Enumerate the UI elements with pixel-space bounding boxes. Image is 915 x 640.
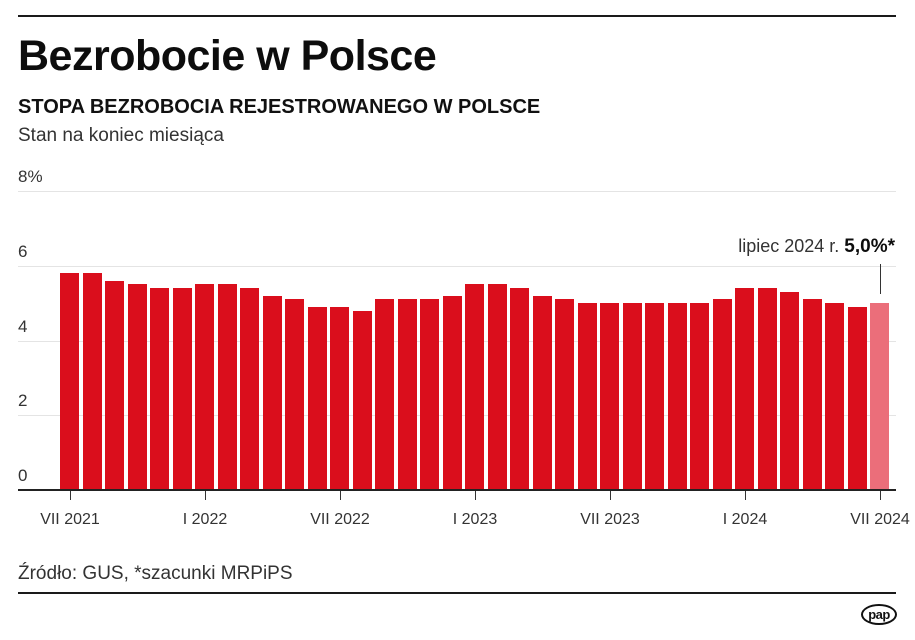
- x-tick: [70, 491, 71, 500]
- y-tick-label: 6: [18, 242, 28, 261]
- y-tick-label: 0: [18, 466, 28, 485]
- x-tick-label: VII 2024: [850, 511, 910, 528]
- annotation-value: 5,0%*: [844, 236, 895, 257]
- y-tick-label: 2: [18, 391, 28, 410]
- bar-v-2024: [825, 303, 844, 490]
- bar-vi-2022: [307, 306, 327, 490]
- y-tick-label: 4: [18, 317, 28, 336]
- bar-v-2022: [285, 299, 304, 490]
- bar-xi-2022: [420, 299, 439, 490]
- annotation-label: lipiec 2024 r.: [738, 236, 840, 256]
- x-tick: [745, 491, 746, 500]
- bar-ii-2023: [487, 284, 507, 490]
- bar-ix-2022: [375, 299, 394, 490]
- bar-vi-2023: [577, 303, 597, 490]
- x-tick-label: VII 2022: [310, 511, 370, 528]
- bar-i-2023: [465, 284, 484, 490]
- bar-x-2023: [667, 303, 687, 490]
- x-tick: [610, 491, 611, 500]
- x-tick-label: VII 2023: [580, 511, 640, 528]
- x-tick-label: I 2022: [182, 511, 228, 528]
- x-tick: [205, 491, 206, 500]
- bar-x-2022: [397, 299, 417, 490]
- x-tick-label: I 2023: [452, 511, 498, 528]
- bar-ii-2022: [217, 284, 237, 490]
- bar-iv-2023: [532, 295, 552, 490]
- bar-vii-2024: [870, 303, 889, 490]
- bar-xi-2021: [150, 288, 169, 490]
- x-tick-label: VII 2021: [40, 511, 100, 528]
- bar-i-2024: [735, 288, 754, 490]
- bar-chart: 0 2 4 6 8% VII 2021 I 2022 VII 2022 I 2023 VII 2…: [18, 167, 910, 528]
- bar-iii-2022: [240, 288, 259, 490]
- y-tick-label: 8%: [18, 167, 43, 186]
- logo-text: pap: [868, 606, 890, 622]
- x-tick: [880, 491, 881, 500]
- bar-xii-2023: [712, 299, 732, 490]
- bar-ix-2021: [105, 280, 124, 490]
- bar-iii-2023: [510, 288, 529, 490]
- source-note: Źródło: GUS, *szacunki MRPiPS: [18, 563, 293, 584]
- bar-iv-2022: [262, 295, 282, 490]
- chart-note: Stan na koniec miesiąca: [18, 125, 224, 146]
- page-title: Bezrobocie w Polsce: [18, 32, 437, 80]
- bar-xii-2022: [442, 295, 462, 490]
- bar-xi-2023: [690, 303, 709, 490]
- pap-logo-icon: pap: [861, 604, 897, 625]
- bar-vii-2023: [600, 303, 619, 490]
- bar-xii-2021: [172, 288, 192, 490]
- bar-x-2021: [127, 284, 147, 490]
- chart-subtitle: STOPA BEZROBOCIA REJESTROWANEGO W POLSCE: [18, 96, 541, 118]
- bar-ix-2023: [645, 303, 664, 490]
- bar-vii-2022: [330, 306, 349, 490]
- bar-vi-2024: [847, 306, 867, 490]
- x-axis-line: [18, 489, 896, 491]
- bar-vii-2021: [60, 273, 79, 490]
- annotation-leader-line: [880, 264, 881, 294]
- bar-viii-2023: [622, 303, 642, 490]
- gridline: [18, 266, 896, 267]
- x-tick: [340, 491, 341, 500]
- bar-iii-2024: [780, 291, 799, 490]
- x-tick: [475, 491, 476, 500]
- bar-v-2023: [555, 299, 574, 490]
- bar-viii-2021: [82, 273, 102, 490]
- bar-ii-2024: [757, 288, 777, 490]
- gridline: [18, 191, 896, 192]
- bar-iv-2024: [802, 299, 822, 490]
- x-tick-label: I 2024: [722, 511, 768, 528]
- bottom-rule: [18, 592, 896, 594]
- bar-i-2022: [195, 284, 214, 490]
- latest-value-annotation: lipiec 2024 r. 5,0%*: [738, 234, 895, 259]
- top-rule: [18, 15, 896, 17]
- bar-viii-2022: [352, 310, 372, 490]
